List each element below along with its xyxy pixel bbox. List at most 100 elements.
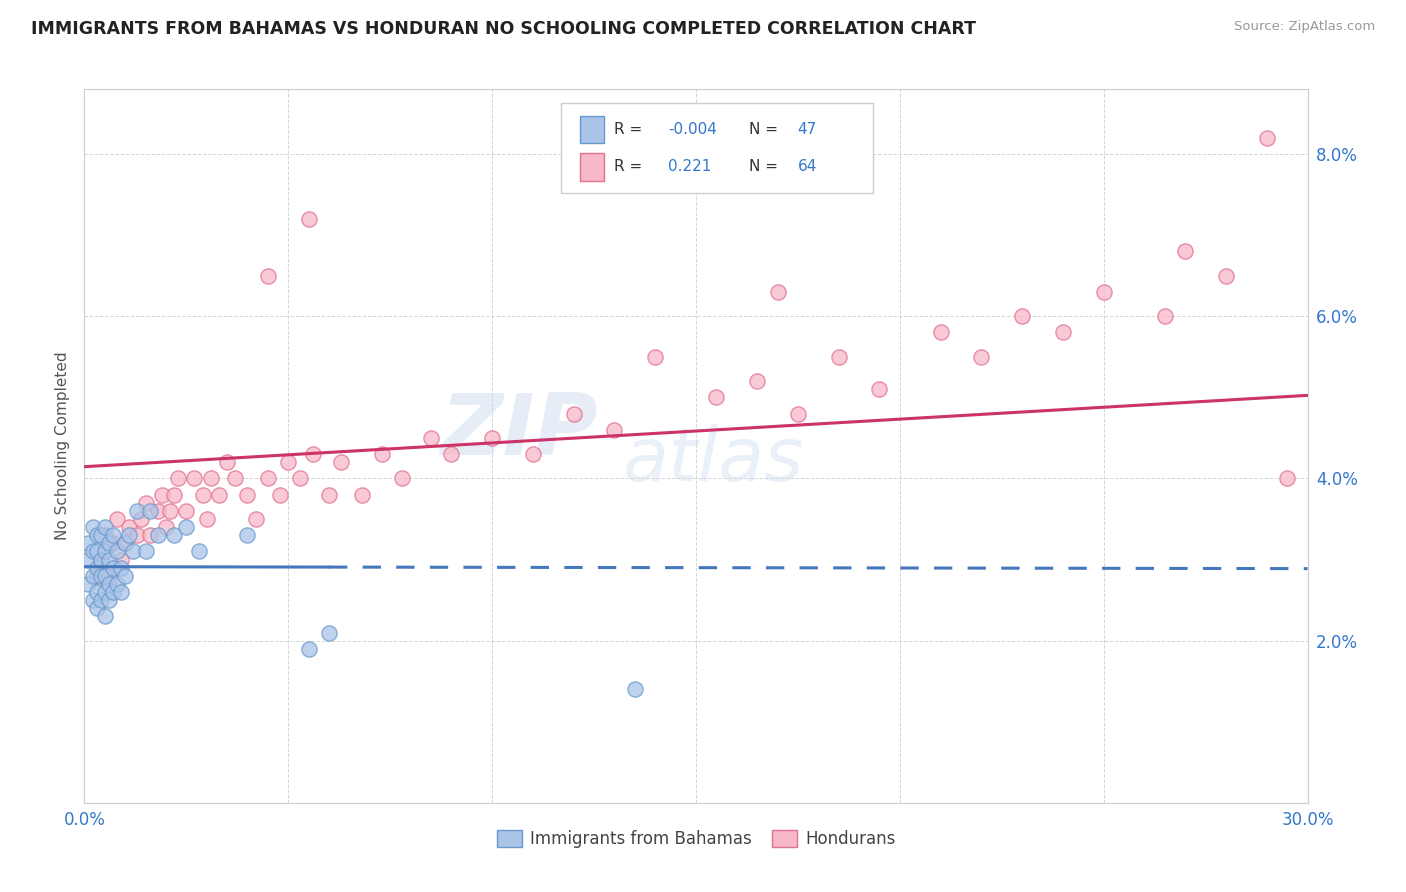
Point (86, 528, 108, 542)
Point (118, 520, 141, 534)
Text: 0.221: 0.221 (668, 160, 711, 175)
Text: R =: R = (614, 160, 647, 175)
Point (481, 431, 503, 445)
Point (110, 560, 132, 574)
Point (163, 528, 186, 542)
Point (77, 552, 100, 566)
Point (101, 585, 124, 599)
Point (420, 431, 443, 445)
Point (257, 471, 280, 485)
FancyBboxPatch shape (561, 103, 873, 193)
Point (766, 285, 789, 299)
Point (110, 552, 132, 566)
Point (298, 641, 321, 656)
Point (127, 528, 149, 542)
Point (105, 512, 128, 526)
Point (187, 544, 209, 558)
Point (114, 568, 136, 582)
Point (1011, 310, 1033, 324)
Point (257, 268, 280, 283)
Text: atlas: atlas (623, 425, 804, 496)
Point (146, 504, 169, 518)
Text: N =: N = (748, 160, 783, 175)
Point (929, 326, 952, 340)
Point (155, 520, 177, 534)
Point (150, 488, 173, 502)
Point (86, 560, 108, 574)
Point (90, 552, 112, 566)
Point (86, 585, 108, 599)
Point (101, 528, 124, 542)
Point (114, 536, 136, 550)
Point (114, 536, 136, 550)
Point (330, 455, 353, 469)
Text: IMMIGRANTS FROM BAHAMAS VS HONDURAN NO SCHOOLING COMPLETED CORRELATION CHART: IMMIGRANTS FROM BAHAMAS VS HONDURAN NO S… (31, 20, 976, 37)
Point (86, 601, 108, 615)
Point (970, 350, 993, 364)
Point (90, 528, 112, 542)
Point (97, 593, 120, 607)
Point (90, 568, 112, 582)
Point (101, 536, 124, 550)
Point (1154, 310, 1177, 324)
Y-axis label: No Schooling Completed: No Schooling Completed (55, 351, 70, 541)
Point (86, 568, 108, 582)
Text: N =: N = (748, 121, 783, 136)
Point (318, 625, 340, 640)
Point (167, 471, 190, 485)
Point (1052, 326, 1074, 340)
Point (318, 488, 340, 502)
Point (93, 568, 115, 582)
Point (93, 585, 115, 599)
Point (200, 471, 222, 485)
Point (1215, 268, 1237, 283)
Text: R =: R = (614, 121, 647, 136)
Point (195, 512, 218, 526)
Text: 47: 47 (797, 121, 817, 136)
Point (183, 471, 205, 485)
Point (105, 544, 128, 558)
Point (97, 577, 120, 591)
Point (110, 585, 132, 599)
Point (869, 382, 891, 396)
Point (93, 528, 115, 542)
Point (277, 455, 299, 469)
Point (131, 512, 153, 526)
Point (174, 504, 197, 518)
Point (391, 471, 413, 485)
Point (350, 488, 373, 502)
Point (236, 528, 259, 542)
Point (298, 211, 321, 226)
Point (208, 488, 231, 502)
Point (828, 350, 851, 364)
Point (747, 374, 769, 388)
Point (1277, 471, 1299, 485)
Point (122, 544, 145, 558)
Text: ZIP: ZIP (440, 390, 598, 474)
Point (706, 390, 728, 404)
Point (93, 609, 115, 624)
Point (82, 593, 104, 607)
Point (644, 350, 666, 364)
Point (159, 504, 181, 518)
Point (301, 447, 323, 461)
Point (1174, 244, 1197, 259)
Point (86, 544, 108, 558)
Point (82, 520, 104, 534)
Point (562, 407, 585, 421)
Point (191, 488, 214, 502)
Point (163, 488, 186, 502)
Point (97, 568, 120, 582)
Point (90, 593, 112, 607)
Point (82, 544, 104, 558)
Point (603, 423, 626, 437)
Point (93, 544, 115, 558)
Point (90, 552, 112, 566)
Point (224, 471, 246, 485)
Point (371, 447, 394, 461)
Point (245, 512, 267, 526)
Point (290, 471, 312, 485)
Point (97, 536, 120, 550)
Text: 64: 64 (797, 160, 817, 175)
Text: Source: ZipAtlas.com: Source: ZipAtlas.com (1234, 20, 1375, 33)
